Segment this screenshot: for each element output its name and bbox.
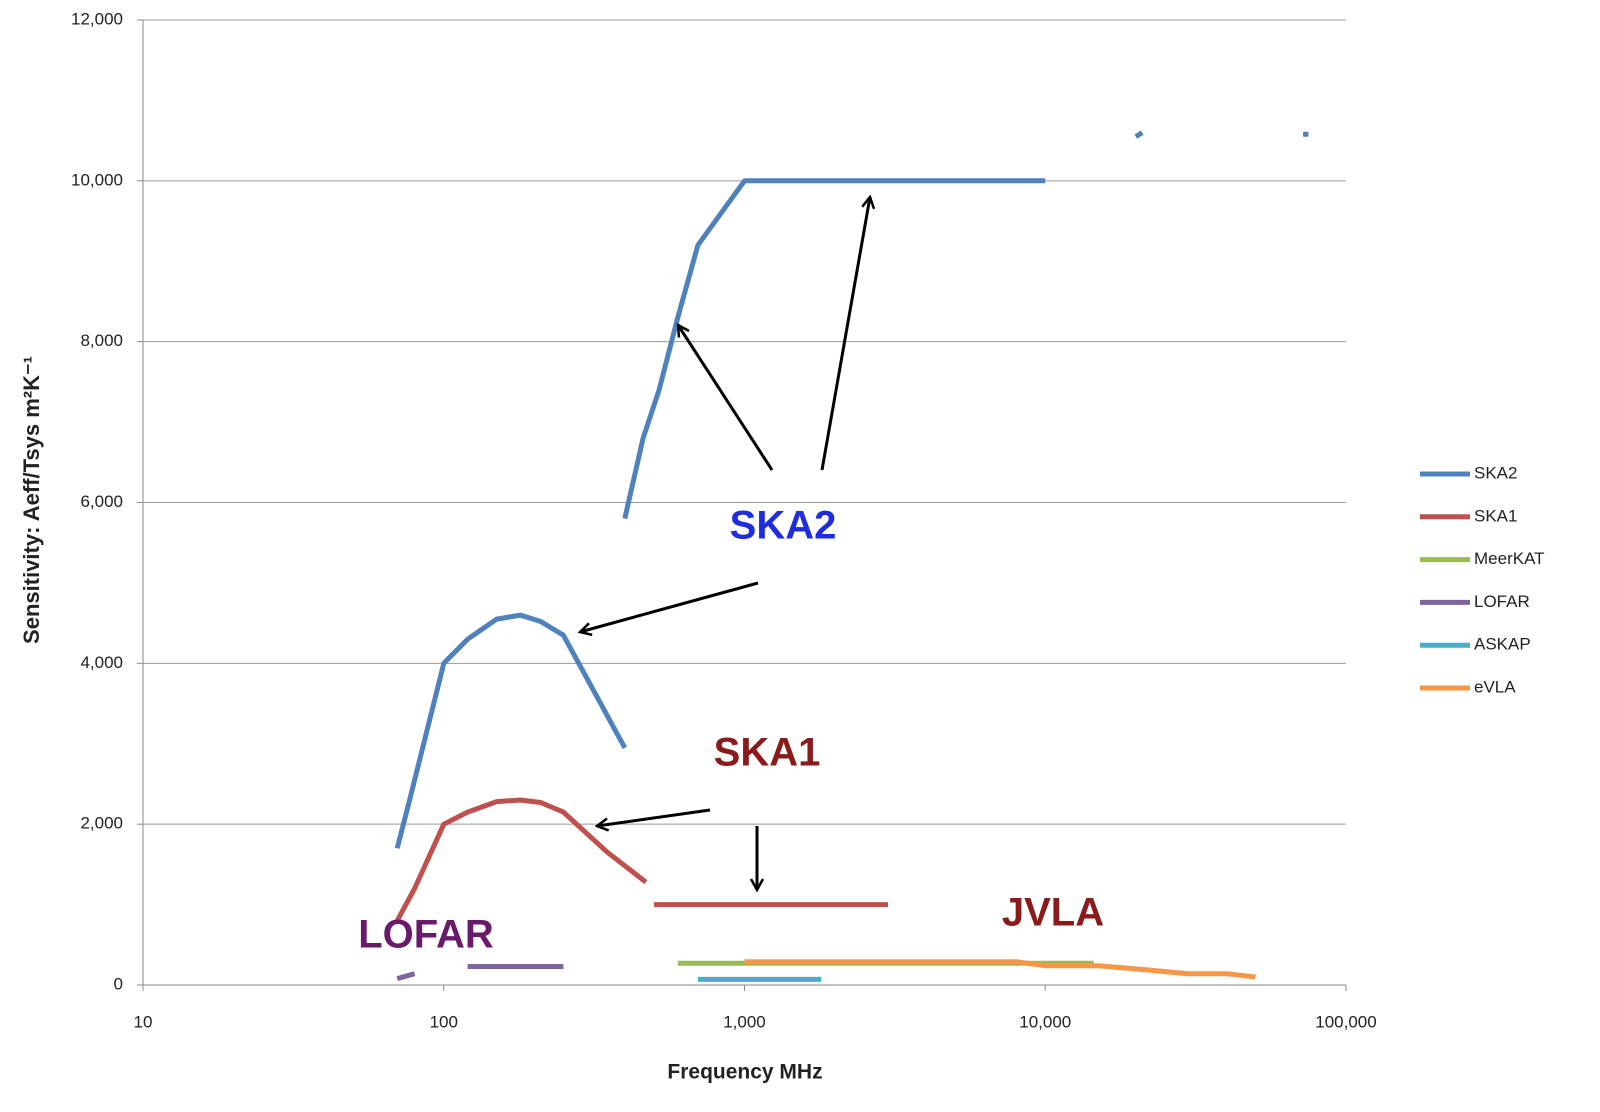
legend-label: eVLA <box>1474 677 1516 696</box>
x-tick-label: 100 <box>430 1012 458 1031</box>
y-tick-label: 0 <box>114 974 123 993</box>
x-tick-label: 10,000 <box>1019 1012 1071 1031</box>
y-tick-label: 4,000 <box>80 653 123 672</box>
x-tick-label: 10 <box>134 1012 153 1031</box>
y-tick-label: 6,000 <box>80 492 123 511</box>
series-line <box>744 959 1256 980</box>
arrow <box>597 808 711 826</box>
series-line <box>394 130 1309 849</box>
arrow <box>678 325 774 471</box>
legend-label: LOFAR <box>1474 592 1530 611</box>
annotation: SKA2 <box>730 504 837 548</box>
legend-label: SKA2 <box>1474 463 1517 482</box>
arrow <box>580 581 759 632</box>
annotation: JVLA <box>1002 891 1104 935</box>
x-tick-label: 100,000 <box>1315 1012 1376 1031</box>
plot-area: 0 2,000 4,000 6,000 8,000 10,000 12,000 10 100 1,… <box>71 9 1377 1031</box>
y-tick-label: 10,000 <box>71 170 123 189</box>
legend-label: SKA1 <box>1474 506 1517 525</box>
annotation: LOFAR <box>358 913 494 957</box>
x-axis-label: Frequency MHz <box>667 1061 822 1084</box>
legend-label: ASKAP <box>1474 635 1531 654</box>
series-line <box>395 797 888 922</box>
arrows <box>580 197 870 890</box>
legend-label: MeerKAT <box>1474 549 1545 568</box>
y-axis-label: Sensitivity: Aeff/Tsys m²K⁻¹ <box>19 356 44 644</box>
y-tick-label: 12,000 <box>71 9 123 28</box>
series-line <box>396 964 564 982</box>
x-tick-label: 1,000 <box>723 1012 766 1031</box>
arrow <box>820 197 870 471</box>
y-tick-label: 8,000 <box>80 331 123 350</box>
annotation: SKA1 <box>714 731 821 775</box>
y-tick-label: 2,000 <box>80 814 123 833</box>
